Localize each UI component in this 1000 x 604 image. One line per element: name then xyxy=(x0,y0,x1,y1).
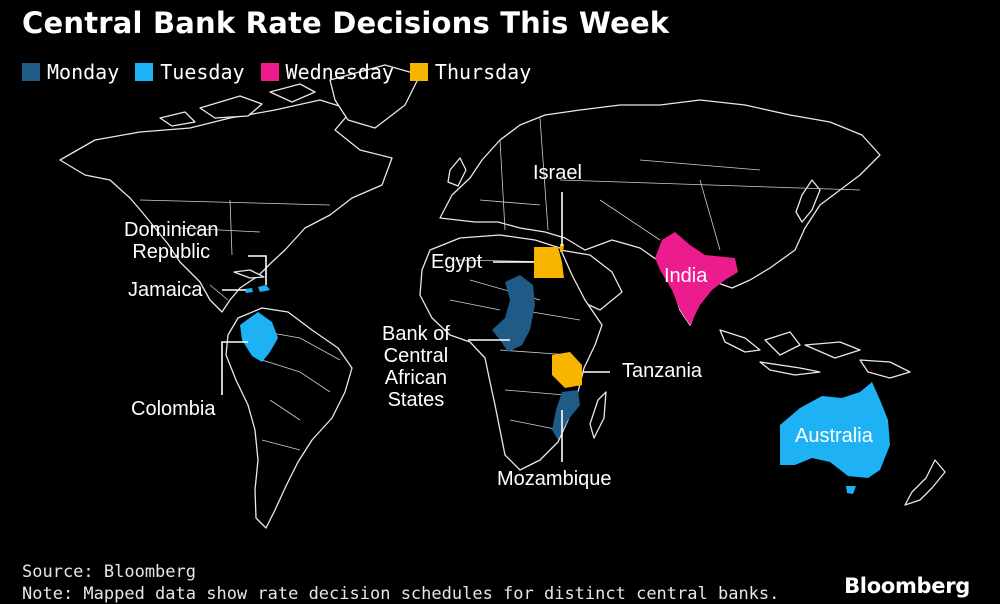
legend-swatch-monday xyxy=(22,63,40,81)
indonesia-islands xyxy=(719,329,861,376)
legend-swatch-thursday xyxy=(409,63,428,81)
legend-item-thursday: Thursday xyxy=(409,60,532,84)
greenland-landmass xyxy=(329,64,421,129)
dominican-republic-shape xyxy=(258,285,270,292)
label-jamaica: Jamaica xyxy=(128,279,203,301)
mozambique-shape xyxy=(552,390,580,440)
beac-shape xyxy=(492,275,535,352)
legend-swatch-wednesday xyxy=(260,63,279,81)
japan-landmass xyxy=(795,179,821,223)
uk-landmass xyxy=(447,157,467,187)
colombia-shape xyxy=(240,312,278,362)
label-israel: Israel xyxy=(533,162,582,184)
footnote: Note: Mapped data show rate decision sch… xyxy=(22,584,780,604)
legend-item-wednesday: Wednesday xyxy=(260,60,394,84)
arctic-islands xyxy=(159,83,316,127)
north-america-landmass xyxy=(59,99,393,313)
eurasia-landmass xyxy=(439,99,881,326)
cuba xyxy=(233,269,265,279)
south-america-landmass xyxy=(225,307,353,529)
label-dominican-republic: Dominican Republic xyxy=(124,219,219,263)
bloomberg-logo: Bloomberg xyxy=(844,574,970,598)
australia-shape xyxy=(780,382,890,478)
india-shape xyxy=(655,232,738,325)
israel-shape xyxy=(560,244,564,252)
legend-item-tuesday: Tuesday xyxy=(135,60,245,84)
label-beac: Bank of Central African States xyxy=(382,323,450,411)
label-tanzania: Tanzania xyxy=(622,360,703,382)
legend-label-thursday: Thursday xyxy=(434,60,532,84)
legend-label-monday: Monday xyxy=(47,60,120,84)
country-borders xyxy=(139,117,861,451)
tanzania-shape xyxy=(552,352,582,388)
new-guinea xyxy=(859,359,911,379)
legend: Monday Tuesday Wednesday Thursday xyxy=(22,60,547,84)
legend-item-monday: Monday xyxy=(22,60,119,84)
leader-lines xyxy=(221,192,610,462)
label-colombia: Colombia xyxy=(131,398,216,420)
label-australia: Australia xyxy=(795,425,873,447)
legend-label-wednesday: Wednesday xyxy=(285,60,394,84)
legend-label-tuesday: Tuesday xyxy=(160,60,245,84)
new-zealand xyxy=(904,459,946,506)
egypt-shape xyxy=(534,247,564,278)
legend-swatch-tuesday xyxy=(135,63,154,81)
source-note: Source: Bloomberg xyxy=(22,562,196,582)
label-mozambique: Mozambique xyxy=(497,468,612,490)
jamaica-shape xyxy=(245,288,253,293)
label-india: India xyxy=(664,265,708,287)
madagascar xyxy=(589,391,607,439)
label-egypt: Egypt xyxy=(431,251,483,273)
tasmania-shape xyxy=(846,486,856,494)
page-title: Central Bank Rate Decisions This Week xyxy=(22,6,670,40)
